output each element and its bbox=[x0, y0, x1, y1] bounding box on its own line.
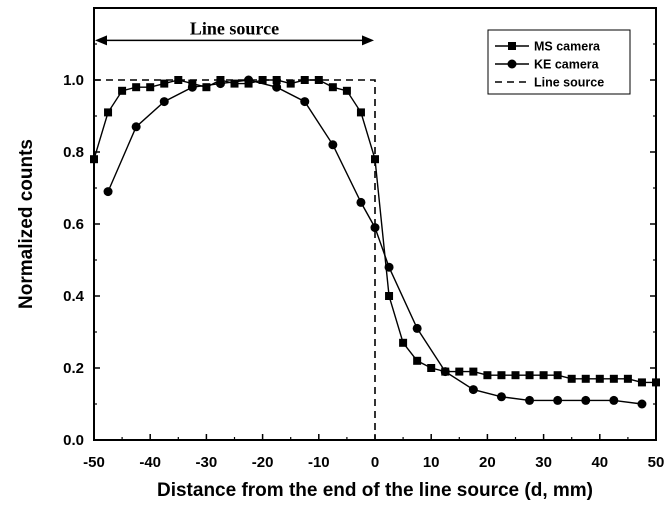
legend-box bbox=[487, 29, 631, 95]
series-ke-camera bbox=[103, 75, 647, 409]
line-source-annotation: Line source bbox=[95, 18, 374, 46]
ms-camera-point bbox=[427, 364, 436, 372]
annotation-arrowhead-right bbox=[362, 35, 374, 46]
ms-camera-point bbox=[553, 371, 562, 380]
x-tick-label: 10 bbox=[423, 454, 440, 471]
y-tick-label: 1.0 bbox=[63, 72, 84, 89]
ms-camera-point bbox=[483, 371, 492, 380]
x-tick-label: -10 bbox=[308, 454, 330, 471]
ms-camera-point bbox=[539, 371, 548, 380]
ke-camera-point bbox=[159, 97, 169, 107]
ms-camera-point bbox=[160, 79, 169, 88]
y-tick-label: 0.6 bbox=[63, 216, 84, 233]
x-tick-label: -50 bbox=[83, 454, 105, 471]
ke-camera-point bbox=[244, 75, 254, 85]
ke-camera-point bbox=[496, 392, 506, 402]
y-tick-label: 0.4 bbox=[63, 288, 85, 305]
legend-label-ke-camera: KE camera bbox=[534, 58, 600, 72]
ms-camera-point bbox=[637, 378, 646, 387]
ms-camera-point bbox=[342, 86, 351, 95]
ms-camera-point bbox=[118, 86, 127, 95]
ms-camera-point bbox=[385, 292, 394, 300]
ms-camera-point bbox=[609, 374, 618, 383]
annotation-arrowhead-left bbox=[95, 35, 107, 46]
ms-camera-point bbox=[90, 155, 98, 164]
x-axis-title: Distance from the end of the line source… bbox=[157, 480, 593, 501]
y-axis-title: Normalized counts bbox=[16, 139, 37, 309]
ke-camera-point bbox=[131, 122, 141, 132]
legend-label-ms-camera: MS camera bbox=[534, 40, 601, 54]
ke-camera-point bbox=[412, 323, 422, 333]
ke-camera-point bbox=[370, 223, 380, 233]
legend-marker-ke-camera bbox=[507, 59, 517, 69]
x-tick-label: 50 bbox=[648, 454, 665, 471]
ms-camera-point bbox=[497, 371, 506, 380]
ke-camera-point bbox=[300, 97, 310, 107]
ke-camera-point bbox=[581, 395, 591, 405]
x-tick-label: -30 bbox=[196, 454, 218, 471]
ms-camera-point bbox=[455, 367, 464, 376]
line-source-line bbox=[94, 79, 376, 440]
ke-camera-point bbox=[187, 82, 197, 92]
ms-camera-point bbox=[286, 79, 295, 88]
ms-camera-point bbox=[104, 108, 113, 117]
x-axis: -50 -40 -30 -20 -10 0 10 20 30 40 50 bbox=[83, 434, 664, 471]
annotation-label: Line source bbox=[190, 18, 279, 38]
y-axis: 0.0 0.2 0.4 0.6 0.8 1.0 bbox=[63, 43, 656, 449]
series-line-source bbox=[94, 79, 376, 440]
ke-camera-point bbox=[384, 262, 394, 272]
legend-label-line-source: Line source bbox=[534, 76, 604, 90]
x-tick-label: 20 bbox=[479, 454, 496, 471]
ke-camera-point bbox=[328, 140, 338, 150]
x-tick-label: -20 bbox=[252, 454, 274, 471]
ms-camera-point bbox=[652, 378, 660, 387]
ms-camera-point bbox=[511, 371, 520, 380]
ke-camera-point bbox=[440, 367, 450, 377]
legend-marker-ms-camera bbox=[508, 42, 516, 50]
ms-camera-point bbox=[146, 83, 155, 92]
ms-camera-point bbox=[595, 374, 604, 383]
ms-camera-point bbox=[623, 374, 632, 383]
ke-camera-point bbox=[215, 79, 225, 89]
x-tick-label: 0 bbox=[371, 454, 379, 471]
ms-camera-point bbox=[413, 356, 422, 365]
ke-camera-point bbox=[553, 395, 563, 405]
ke-camera-point bbox=[609, 395, 619, 405]
ms-camera-point bbox=[399, 338, 408, 347]
x-tick-label: 40 bbox=[591, 454, 608, 471]
ms-camera-point bbox=[469, 367, 478, 376]
ms-camera-point bbox=[328, 83, 337, 92]
ms-camera-point bbox=[356, 108, 365, 117]
ke-camera-point bbox=[356, 197, 366, 207]
ms-camera-point bbox=[202, 83, 211, 92]
ke-camera-point bbox=[468, 385, 478, 395]
x-tick-label: 30 bbox=[535, 454, 552, 471]
ke-camera-point bbox=[103, 187, 113, 197]
ms-camera-point bbox=[581, 374, 590, 383]
y-tick-label: 0.8 bbox=[63, 144, 84, 161]
ke-camera-point bbox=[272, 82, 282, 92]
ms-camera-point bbox=[132, 83, 141, 92]
y-tick-label: 0.2 bbox=[63, 360, 84, 377]
x-tick-label: -40 bbox=[139, 454, 161, 471]
ms-camera-point bbox=[230, 79, 239, 88]
series-layer bbox=[90, 75, 660, 440]
legend: MS camera KE camera Line source bbox=[487, 29, 631, 95]
ke-camera-point bbox=[525, 395, 535, 405]
ms-camera-point bbox=[525, 371, 534, 380]
ms-camera-point bbox=[567, 374, 576, 383]
ms-camera-point bbox=[314, 76, 323, 84]
ke-camera-point bbox=[637, 399, 647, 409]
y-tick-label: 0.0 bbox=[63, 432, 84, 449]
